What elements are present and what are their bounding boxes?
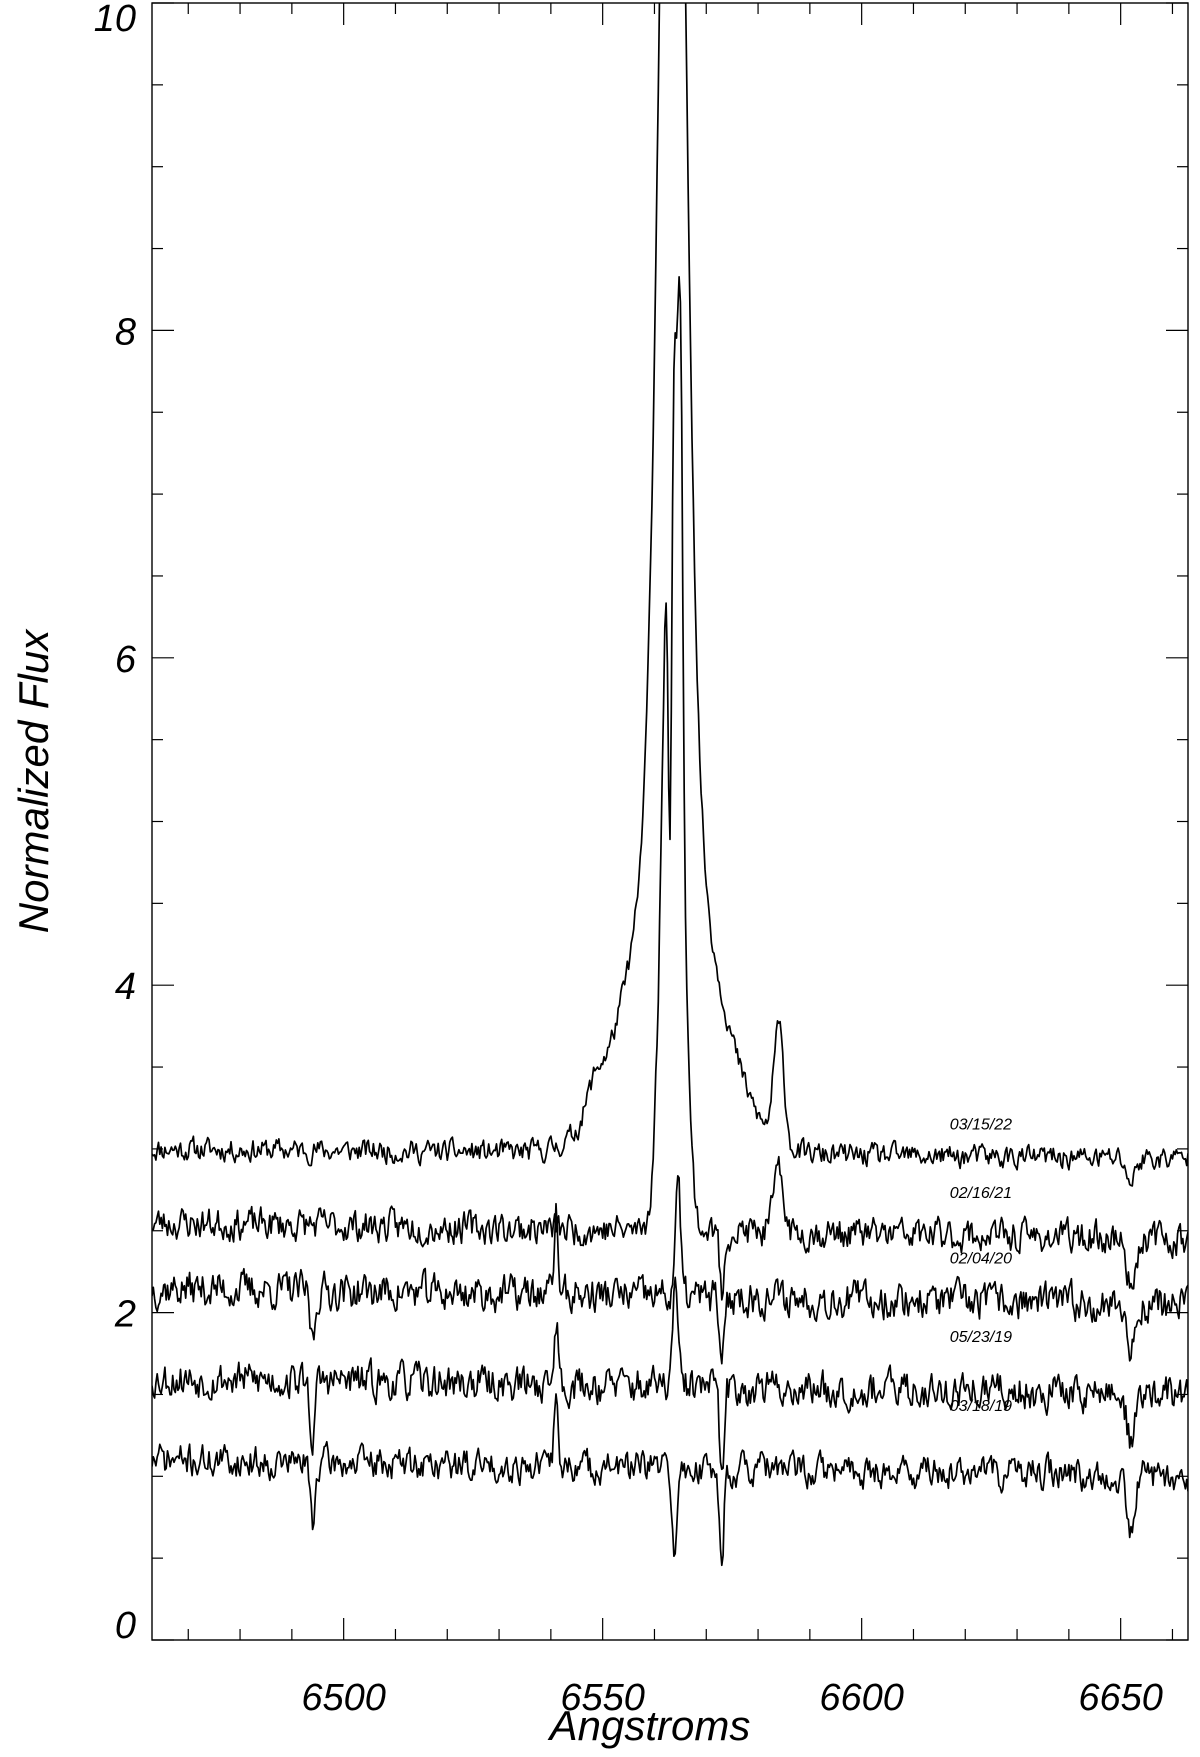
y-tick-label: 10 (94, 0, 136, 40)
y-tick-label: 6 (115, 639, 137, 681)
y-tick-label: 2 (114, 1294, 136, 1336)
series-date-label: 03/15/22 (950, 1116, 1012, 1133)
series-layer (152, 3, 1188, 1567)
x-tick-label: 6600 (819, 1677, 904, 1719)
series-line (152, 1174, 1188, 1365)
series-line (152, 275, 1188, 1301)
x-tick-label: 6550 (560, 1677, 645, 1719)
series-line (152, 1276, 1188, 1471)
tick-label-layer: 6500 6550 6600 6650 0 2 4 6 8 10 (94, 0, 1163, 1719)
tick-layer (152, 2, 1188, 1641)
y-axis-title: Normalized Flux (10, 628, 57, 933)
y-tick-label: 0 (115, 1605, 136, 1647)
y-tick-label: 4 (115, 966, 136, 1008)
y-tick-label: 8 (115, 311, 136, 353)
x-axis-title: Angstroms (547, 1702, 751, 1749)
series-label-layer: 03/15/22 02/16/21 02/04/20 05/23/19 03/18/19 (950, 1116, 1012, 1415)
series-line (152, 1393, 1188, 1567)
series-date-label: 02/04/20 (950, 1250, 1012, 1267)
series-date-label: 02/16/21 (950, 1185, 1012, 1202)
plot-frame (151, 2, 1189, 1641)
x-tick-label: 6650 (1078, 1677, 1163, 1719)
series-line (152, 3, 1188, 1187)
series-date-label: 05/23/19 (950, 1329, 1012, 1346)
series-date-label: 03/18/19 (950, 1398, 1012, 1415)
x-tick-label: 6500 (301, 1677, 386, 1719)
